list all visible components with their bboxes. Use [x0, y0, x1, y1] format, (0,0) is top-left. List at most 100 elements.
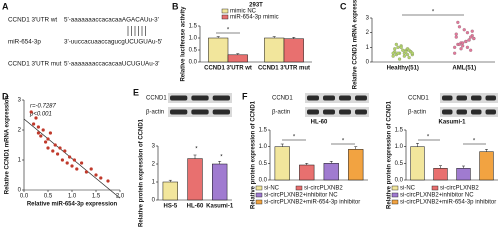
- y-tick-label: 0.5: [259, 161, 268, 167]
- annotation: *: [342, 139, 345, 145]
- legend-swatch: [255, 192, 263, 198]
- blot-band: [307, 109, 319, 115]
- bar: [162, 181, 178, 201]
- data-point: [461, 41, 465, 45]
- data-point: [405, 53, 410, 57]
- y-axis-label: Relative CCND1 mRNA expression: [353, 0, 359, 89]
- legend-label: si-NC: [264, 186, 280, 192]
- data-point: [89, 167, 93, 171]
- blot-band: [471, 109, 482, 115]
- error-bar: [216, 36, 220, 38]
- data-point: [453, 45, 457, 49]
- data-point: [51, 149, 55, 153]
- legend-label: si-circPLXNB2: [304, 186, 343, 192]
- legend-swatch: [431, 185, 439, 191]
- data-point: [454, 35, 458, 39]
- blot-band: [339, 95, 351, 101]
- y-tick-label: 0.5: [189, 48, 198, 54]
- data-point: [99, 176, 103, 180]
- legend-label: si-circPLXNB2: [440, 186, 479, 192]
- y-tick-label: 0: [18, 188, 22, 194]
- data-point: [106, 179, 110, 183]
- blot-band: [307, 95, 319, 101]
- y-tick-label: 2: [152, 162, 156, 168]
- sequence: 5'-aaaaaaaccacacaaAGACAUu-3': [64, 17, 159, 24]
- legend-swatch: [391, 185, 399, 191]
- figure: A B C D E F CCND1 3'UTR wt 5'-aaaaaaacca…: [2, 0, 498, 227]
- sequence-name: miR-654-3p: [8, 39, 41, 46]
- error-bar: [292, 37, 296, 39]
- error-bar: [462, 165, 465, 169]
- bar: [323, 163, 339, 181]
- blot-strip: [440, 93, 498, 103]
- bar: [433, 168, 448, 181]
- bar: [410, 146, 425, 181]
- data-point: [44, 140, 48, 144]
- bar: [274, 146, 290, 181]
- x-tick-label: 0.0: [20, 194, 29, 200]
- x-tick-label: 1.5: [92, 194, 101, 200]
- legend-label: si-NC: [400, 186, 416, 192]
- data-point: [80, 161, 84, 165]
- bar: [283, 38, 304, 63]
- blot-band: [485, 109, 496, 115]
- y-tick-label: 1.0: [395, 144, 404, 150]
- data-point: [397, 57, 402, 61]
- y-tick-label: 1: [152, 180, 156, 186]
- data-point: [404, 50, 408, 54]
- pairing-bars: [127, 26, 146, 36]
- legend-label: mimic NC: [230, 9, 257, 15]
- blot-label: CCND1: [146, 96, 167, 102]
- blot-band: [323, 95, 335, 101]
- legend-swatch: [255, 199, 263, 205]
- y-tick-label: 0: [366, 60, 370, 66]
- data-point: [401, 48, 405, 52]
- error-bar: [416, 143, 419, 147]
- fit-line: [23, 118, 121, 199]
- y-tick-label: 2: [18, 128, 22, 134]
- annotation: *: [432, 10, 435, 16]
- data-point: [39, 134, 43, 138]
- blot-band: [442, 95, 453, 101]
- bar: [264, 37, 285, 63]
- data-point: [53, 143, 57, 147]
- panel-letter: B: [172, 1, 179, 11]
- data-point: [63, 149, 67, 153]
- data-point: [31, 122, 36, 126]
- y-tick-label: 3: [366, 16, 370, 22]
- x-tick-label: CCND1 3'UTR mut: [258, 66, 310, 72]
- x-tick-label: Kasumi-1: [206, 204, 234, 210]
- blot-band: [442, 109, 453, 115]
- data-point: [465, 31, 470, 35]
- y-tick-label: 0.0: [189, 60, 198, 66]
- panel-letter: E: [133, 87, 139, 97]
- blot-band: [456, 109, 467, 115]
- y-axis-label: Relative protein expression of CCND1: [387, 100, 393, 209]
- data-point: [70, 164, 74, 168]
- sequence: 3'-uuccacuaaccagucgUCUGUAu-5': [64, 39, 162, 46]
- y-tick-label: 2: [366, 30, 370, 36]
- y-tick-label: 0.0: [259, 178, 268, 184]
- blot-band: [339, 109, 351, 115]
- x-tick-label: HL-60: [187, 204, 204, 210]
- data-point: [399, 45, 403, 49]
- x-tick-label: Healthy(51): [387, 66, 419, 72]
- blot-band: [471, 95, 482, 101]
- bar: [479, 151, 494, 181]
- y-tick-label: 1.0: [189, 36, 198, 42]
- data-point: [48, 131, 53, 135]
- blot-label: β-actin: [408, 110, 426, 116]
- data-point: [470, 29, 474, 33]
- legend-label: si-circPLXNB2+inhibitor NC: [264, 193, 338, 199]
- annotation: *: [293, 135, 296, 141]
- y-tick-label: 1: [366, 45, 370, 51]
- data-point: [391, 54, 395, 58]
- data-point: [396, 45, 400, 49]
- legend-swatch: [221, 8, 229, 14]
- data-point: [457, 42, 462, 47]
- panel-letter: A: [2, 1, 9, 11]
- data-point: [65, 161, 69, 165]
- chart-title: 293T: [249, 3, 263, 9]
- error-bar: [329, 161, 333, 164]
- y-tick-label: 1.0: [259, 144, 268, 150]
